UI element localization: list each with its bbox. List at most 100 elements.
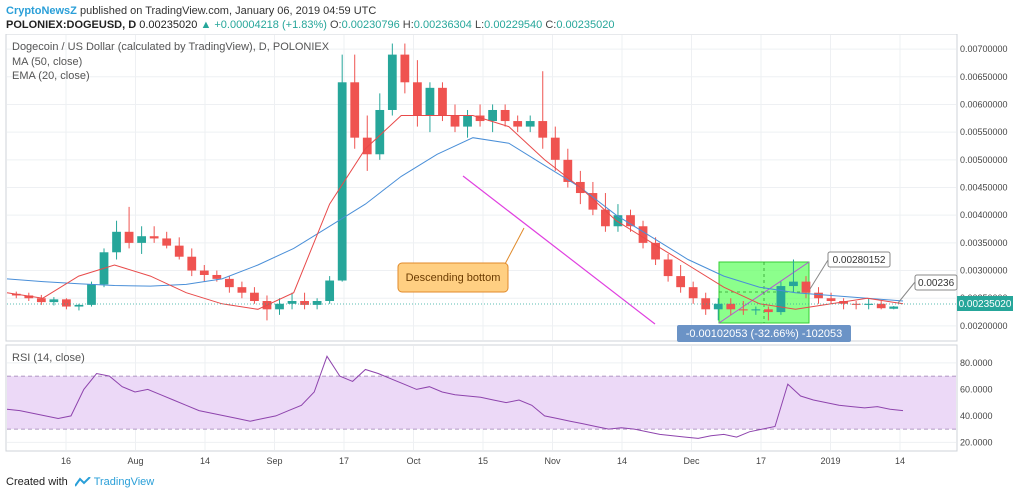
candle-body xyxy=(287,301,297,304)
time-tick: 14 xyxy=(895,456,905,466)
right-label-pointer xyxy=(897,281,916,304)
measure-label: -0.00102053 (-32.66%) -102053 xyxy=(686,328,843,340)
candle-body xyxy=(250,292,259,302)
candle-body xyxy=(475,115,485,122)
time-tick: 15 xyxy=(478,456,488,466)
candle-body xyxy=(74,304,84,307)
symbol: POLONIEX:DOGEUSD, D xyxy=(6,19,137,31)
time-tick: Dec xyxy=(683,456,700,466)
price-chart[interactable]: 0.00700000 0.00650000 0.00600000 0.00550000… xyxy=(0,34,1024,470)
low-value: 0.00229540 xyxy=(484,19,543,31)
time-tick: 14 xyxy=(200,456,210,466)
ma-line xyxy=(6,137,904,302)
ema-legend[interactable]: EMA (20, close) xyxy=(12,70,90,82)
last-price-tag-text: 0.00235020 xyxy=(959,299,1012,310)
candle-body xyxy=(550,137,560,160)
tradingview-icon xyxy=(74,476,91,487)
time-tick: Aug xyxy=(127,456,143,466)
candle-body xyxy=(688,287,698,299)
time-tick: Oct xyxy=(406,456,421,466)
candle-body xyxy=(124,231,134,243)
price-tick: 0.00400000 xyxy=(960,210,1008,220)
price-tick: 0.00700000 xyxy=(960,44,1008,54)
high-label-pointer xyxy=(809,259,829,290)
time-tick: Sep xyxy=(266,456,282,466)
candle-body xyxy=(525,121,535,127)
ma-legend[interactable]: MA (50, close) xyxy=(12,56,82,68)
candle-body xyxy=(839,301,848,304)
candle-body xyxy=(826,298,836,302)
candle-body xyxy=(212,274,222,279)
callout-pointer xyxy=(504,227,525,265)
candle-body xyxy=(49,299,59,303)
price-tick: 0.00500000 xyxy=(960,155,1008,165)
candle-body xyxy=(776,286,786,313)
rsi-band xyxy=(7,376,956,430)
high-value: 0.00236304 xyxy=(413,19,472,31)
candle-body xyxy=(387,54,397,110)
callout-box[interactable] xyxy=(397,262,509,293)
candle-body xyxy=(450,115,460,127)
candle-body xyxy=(11,293,21,296)
candle-body xyxy=(638,226,648,243)
candle-body xyxy=(789,281,798,287)
price-tick: 0.00450000 xyxy=(960,183,1008,193)
created-with: Created with xyxy=(6,476,68,488)
candle-body xyxy=(701,298,711,310)
candle-body xyxy=(413,82,422,116)
rsi-axis: 80.0000 60.0000 40.0000 20.0000 xyxy=(960,358,993,447)
candle-body xyxy=(613,215,623,227)
candle-body xyxy=(300,301,309,305)
candle-body xyxy=(801,281,811,293)
candle-body xyxy=(488,109,497,122)
time-tick: 17 xyxy=(339,456,349,466)
last-price-tag xyxy=(957,296,1013,311)
trend-line[interactable] xyxy=(462,175,656,325)
candle-body xyxy=(814,292,823,299)
chart-title: Dogecoin / US Dollar (calculated by Trad… xyxy=(12,41,330,53)
candle-body xyxy=(500,109,510,122)
rsi-tick: 80.0000 xyxy=(960,358,993,368)
candle-body xyxy=(713,303,723,310)
rsi-legend[interactable]: RSI (14, close) xyxy=(12,352,85,364)
time-tick: 17 xyxy=(756,456,766,466)
candle-body xyxy=(325,280,335,302)
candle-body xyxy=(563,159,573,182)
candle-body xyxy=(312,301,322,305)
candle-body xyxy=(36,298,46,303)
callout-text: Descending bottom xyxy=(406,272,501,284)
candle-body xyxy=(738,309,748,311)
candle-body xyxy=(112,231,121,253)
candle-body xyxy=(400,54,410,83)
candle-body xyxy=(663,259,673,277)
tradingview-logo[interactable]: TradingView xyxy=(74,476,155,488)
publish-line: CryptoNewsZ published on TradingView.com… xyxy=(6,5,376,17)
candle-body xyxy=(237,287,247,293)
price-axis: 0.00700000 0.00650000 0.00600000 0.00550000… xyxy=(960,44,1008,331)
candle-body xyxy=(199,270,209,275)
candle-body xyxy=(350,82,360,138)
brand-name[interactable]: CryptoNewsZ xyxy=(6,5,77,17)
candle-body xyxy=(24,295,34,299)
candle-body xyxy=(763,309,773,313)
candle-body xyxy=(588,193,598,210)
candle-body xyxy=(162,238,172,246)
candle-body xyxy=(187,256,197,271)
time-tick: 14 xyxy=(617,456,627,466)
candle-body xyxy=(337,82,347,281)
candle-body xyxy=(463,115,472,127)
candle-body xyxy=(87,284,96,305)
publish-info: published on TradingView.com, January 06… xyxy=(79,5,377,17)
candle-body xyxy=(275,303,284,310)
candle-body xyxy=(375,109,385,155)
footer: Created with TradingView xyxy=(6,476,154,488)
time-tick: 16 xyxy=(61,456,71,466)
candle-body xyxy=(876,303,886,309)
time-tick: Nov xyxy=(544,456,561,466)
rsi-tick: 60.0000 xyxy=(960,384,993,394)
time-tick: 2019 xyxy=(820,456,840,466)
price-tick: 0.00350000 xyxy=(960,238,1008,248)
candle-body xyxy=(62,299,71,307)
price-change: ▲ +0.00004218 (+1.83%) xyxy=(200,19,327,31)
tradingview-name: TradingView xyxy=(93,476,155,488)
